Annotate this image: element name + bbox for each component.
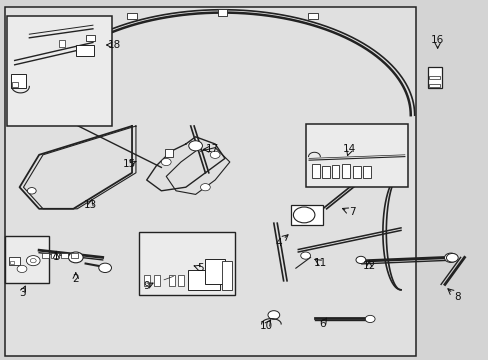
Bar [311, 164, 319, 178]
Circle shape [26, 256, 40, 266]
Bar [305, 124, 407, 187]
Bar [59, 40, 64, 47]
Text: 5: 5 [197, 263, 203, 273]
Circle shape [444, 253, 456, 262]
Bar [331, 165, 339, 178]
Bar [10, 261, 14, 264]
Bar [428, 84, 439, 87]
Circle shape [446, 253, 457, 262]
Circle shape [27, 188, 36, 194]
Circle shape [17, 265, 27, 273]
Bar [5, 236, 49, 283]
Circle shape [210, 151, 220, 158]
Bar [188, 270, 220, 290]
Bar [12, 82, 18, 87]
Bar [222, 261, 232, 290]
Circle shape [293, 207, 314, 223]
Bar [76, 45, 94, 56]
Bar [352, 166, 360, 178]
Text: 15: 15 [122, 159, 136, 169]
Bar [205, 259, 224, 284]
Text: 7: 7 [348, 207, 355, 217]
Circle shape [68, 252, 83, 263]
Bar [321, 166, 329, 178]
Bar [154, 275, 160, 286]
Text: 12: 12 [362, 261, 375, 271]
Text: 11: 11 [313, 258, 326, 268]
Text: 2: 2 [72, 274, 79, 284]
Text: 16: 16 [430, 35, 444, 45]
Circle shape [99, 263, 111, 273]
Bar [139, 232, 234, 295]
Text: 10: 10 [260, 321, 272, 331]
Bar [427, 67, 441, 88]
Circle shape [267, 311, 279, 319]
Circle shape [161, 158, 171, 166]
Bar [5, 7, 415, 356]
Text: 1: 1 [53, 252, 60, 262]
Bar [217, 9, 227, 16]
Circle shape [300, 252, 310, 259]
Bar [342, 164, 349, 178]
Bar [164, 149, 172, 157]
Bar [362, 166, 370, 178]
Text: 14: 14 [342, 144, 356, 154]
Bar [178, 275, 184, 286]
Bar [307, 13, 317, 19]
Bar [290, 205, 322, 225]
Text: 17: 17 [205, 144, 219, 154]
Bar [71, 253, 78, 258]
Text: 18: 18 [108, 40, 122, 50]
Bar [7, 16, 112, 126]
Text: 13: 13 [83, 200, 97, 210]
Text: 4: 4 [275, 238, 282, 248]
Text: 8: 8 [453, 292, 460, 302]
Bar [428, 76, 439, 79]
Bar [61, 253, 68, 258]
Text: 3: 3 [19, 288, 25, 298]
Bar [41, 253, 49, 258]
Text: 6: 6 [319, 319, 325, 329]
Circle shape [188, 141, 202, 151]
Bar [9, 257, 20, 265]
Circle shape [30, 258, 36, 263]
FancyArrowPatch shape [163, 276, 173, 280]
Bar [127, 13, 137, 19]
Circle shape [200, 184, 210, 191]
Circle shape [365, 315, 374, 323]
Bar [168, 275, 174, 286]
Bar [144, 275, 150, 286]
Bar [11, 74, 26, 88]
Bar [51, 253, 59, 258]
Circle shape [355, 256, 365, 264]
Text: 9: 9 [143, 281, 150, 291]
Bar [85, 35, 95, 41]
